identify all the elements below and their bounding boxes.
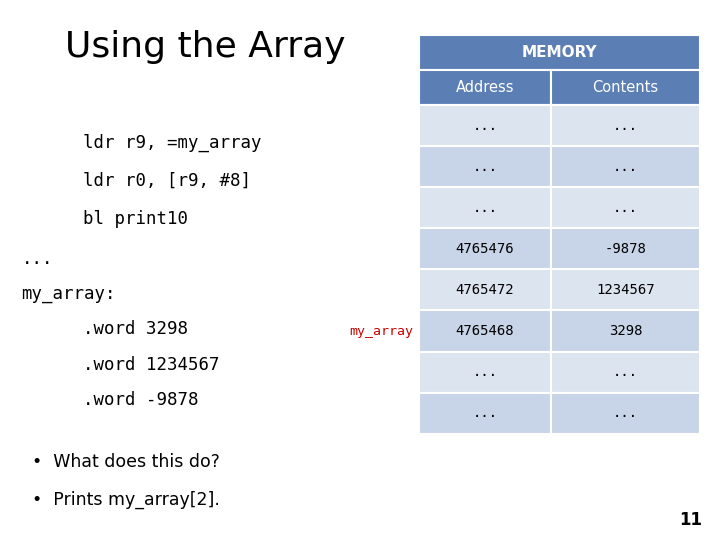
Bar [419,310,551,352]
Bar [551,146,700,187]
Text: bl print10: bl print10 [83,210,188,228]
Text: ...: ... [613,406,638,420]
Bar [419,393,551,434]
Bar [419,105,551,146]
Bar [419,70,551,105]
Text: ...: ... [472,119,498,133]
Text: Contents: Contents [593,80,658,95]
Text: .word -9878: .word -9878 [83,390,198,409]
Bar [419,35,700,70]
Text: 4765468: 4765468 [456,324,514,338]
Text: ...: ... [613,119,638,133]
Text: ...: ... [613,201,638,215]
Text: ...: ... [472,160,498,174]
Text: 4765472: 4765472 [456,283,514,297]
Text: ...: ... [22,250,53,268]
Text: ...: ... [472,406,498,420]
Bar [419,269,551,310]
Text: 3298: 3298 [608,324,642,338]
Text: 11: 11 [679,511,702,529]
Bar [551,310,700,352]
Text: 1234567: 1234567 [596,283,654,297]
Text: .word 3298: .word 3298 [83,320,188,339]
Text: MEMORY: MEMORY [521,45,598,60]
Text: ...: ... [613,160,638,174]
Text: .word 1234567: .word 1234567 [83,355,220,374]
Text: ...: ... [613,365,638,379]
Bar [551,70,700,105]
Bar [419,146,551,187]
Text: -9878: -9878 [604,242,647,256]
Text: •  Prints my_array[2].: • Prints my_array[2]. [32,490,220,509]
Text: ...: ... [472,365,498,379]
Bar [551,269,700,310]
Text: •  What does this do?: • What does this do? [32,453,220,471]
Bar [551,187,700,228]
Text: Using the Array: Using the Array [65,30,346,64]
Text: ...: ... [472,201,498,215]
Text: ldr r9, =my_array: ldr r9, =my_array [83,134,261,152]
Bar [419,187,551,228]
Bar [551,105,700,146]
Text: Address: Address [456,80,514,95]
Text: ldr r0, [r9, #8]: ldr r0, [r9, #8] [83,172,251,190]
Text: my_array: my_array [349,325,413,338]
Bar [551,352,700,393]
Bar [551,393,700,434]
Bar [551,228,700,269]
Bar [419,228,551,269]
Text: my_array:: my_array: [22,285,116,303]
Text: 4765476: 4765476 [456,242,514,256]
Bar [419,352,551,393]
